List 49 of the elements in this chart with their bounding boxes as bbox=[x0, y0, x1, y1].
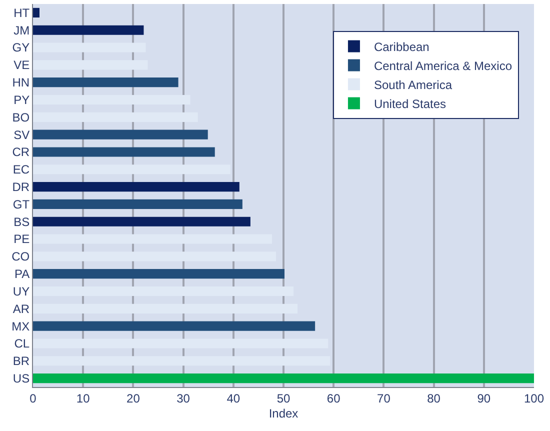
y-tick-label: DR bbox=[12, 180, 30, 194]
y-tick-label: HN bbox=[12, 76, 30, 90]
y-tick-label: JM bbox=[14, 23, 30, 38]
x-tick-label: 40 bbox=[226, 391, 240, 406]
y-tick-label: CR bbox=[12, 145, 30, 160]
bar bbox=[33, 216, 250, 226]
x-tick-label: 80 bbox=[427, 391, 441, 406]
y-tick-label: EC bbox=[12, 162, 30, 177]
y-tick-label: BR bbox=[12, 354, 30, 368]
y-tick-label: GY bbox=[12, 40, 30, 55]
y-tick-label: PY bbox=[14, 92, 30, 107]
y-tick-label: US bbox=[12, 372, 30, 386]
y-tick-label: PE bbox=[14, 232, 30, 246]
x-tick-label: 0 bbox=[30, 391, 37, 406]
bar bbox=[33, 269, 284, 279]
bar bbox=[33, 321, 316, 331]
x-tick-label: 50 bbox=[276, 391, 290, 406]
y-tick-label: GT bbox=[12, 197, 30, 212]
bar bbox=[33, 374, 534, 384]
x-tick-label: 90 bbox=[477, 391, 491, 406]
y-tick-label: AR bbox=[12, 302, 30, 316]
bar bbox=[33, 78, 178, 88]
bar bbox=[33, 147, 215, 157]
legend-label: United States bbox=[374, 96, 446, 111]
x-tick-label: 20 bbox=[126, 391, 140, 406]
x-axis-title: Index bbox=[268, 406, 298, 420]
bar bbox=[33, 199, 242, 209]
legend-label: Central America & Mexico bbox=[374, 58, 512, 73]
y-tick-label: SV bbox=[14, 128, 30, 142]
legend-label: South America bbox=[374, 78, 452, 92]
x-tick-label: 60 bbox=[326, 391, 341, 406]
y-tick-label: CL bbox=[14, 336, 30, 351]
x-tick-label: 30 bbox=[176, 391, 190, 406]
x-tick-label: 70 bbox=[377, 391, 391, 406]
y-tick-label: CO bbox=[12, 250, 30, 264]
bar bbox=[33, 25, 144, 35]
y-tick-label: UY bbox=[12, 284, 30, 298]
y-tick-label: PA bbox=[14, 267, 30, 282]
y-tick-label: BS bbox=[14, 214, 30, 229]
bar bbox=[33, 130, 208, 140]
y-tick-label: MX bbox=[12, 319, 30, 334]
x-tick-label: 10 bbox=[76, 391, 90, 406]
bar bbox=[33, 182, 240, 192]
y-tick-label: BO bbox=[12, 110, 30, 124]
legend-label: Caribbean bbox=[374, 40, 430, 54]
x-tick-label: 100 bbox=[524, 391, 544, 406]
bar bbox=[33, 8, 40, 18]
y-tick-label: VE bbox=[14, 58, 30, 72]
y-tick-label: HT bbox=[14, 6, 30, 20]
